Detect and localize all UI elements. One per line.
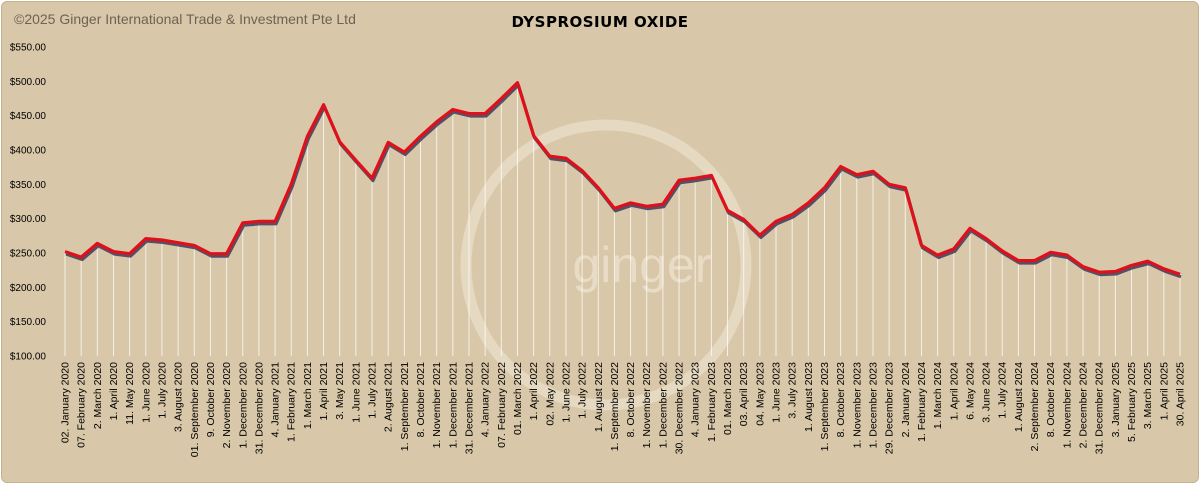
x-tick-label: 1. August 2022 (593, 362, 605, 432)
drop-lines (64, 82, 1181, 356)
watermark-text: ginger (573, 237, 712, 293)
x-tick-label: 1. April 2024 (948, 362, 960, 421)
x-tick-label: 1. November 2021 (431, 362, 443, 449)
x-tick-label: 1. July 2020 (157, 362, 169, 419)
series-line (64, 81, 1181, 276)
x-tick-label: 3. January 2025 (1110, 362, 1122, 437)
x-tick-label: 1. December 2022 (657, 362, 669, 449)
x-tick-label: 30. December 2022 (674, 362, 686, 454)
y-tick-label: $550.00 (10, 43, 47, 54)
y-tick-label: $400.00 (10, 146, 47, 157)
x-tick-label: 07. February 2020 (76, 362, 88, 448)
x-tick-label: 1. November 2024 (1061, 362, 1073, 449)
x-tick-label: 3. August 2020 (173, 362, 185, 432)
x-tick-label: 1. August 2023 (803, 362, 815, 432)
x-tick-label: 01. March 2022 (512, 362, 524, 435)
series-dysprosium-oxide (64, 81, 1182, 279)
x-tick-label: 1. July 2024 (997, 362, 1009, 419)
x-tick-label: 2. January 2024 (900, 362, 912, 437)
x-tick-label: 3. July 2023 (787, 362, 799, 419)
x-tick-label: 1. April 2025 (1158, 362, 1170, 421)
x-tick-label: 1. February 2021 (286, 362, 298, 442)
x-tick-label: 1. April 2020 (108, 362, 120, 421)
x-tick-label: 1. September 2022 (609, 362, 621, 451)
x-tick-label: 1. April 2021 (318, 362, 330, 421)
copyright-text: ©2025 Ginger International Trade & Inves… (14, 11, 356, 27)
x-tick-label: 1. February 2023 (706, 362, 718, 442)
x-tick-label: 31. December 2024 (1094, 362, 1106, 454)
x-tick-label: 1. March 2021 (302, 362, 314, 429)
x-tick-label: 1. December 2023 (868, 362, 880, 449)
x-tick-label: 9. October 2020 (205, 362, 217, 437)
x-tick-label: 1. September 2023 (819, 362, 831, 451)
chart-title: DYSPROSIUM OXIDE (511, 13, 689, 31)
x-tick-label: 1. June 2023 (771, 362, 783, 423)
x-tick-label: 02. May 2022 (544, 362, 556, 426)
x-tick-label: 1. December 2020 (237, 362, 249, 449)
x-tick-label: 30. April 2025 (1175, 362, 1187, 426)
x-tick-label: 2. November 2020 (221, 362, 233, 449)
x-tick-label: 29. December 2023 (884, 362, 896, 454)
x-tick-label: 2. March 2020 (92, 362, 104, 429)
y-tick-label: $150.00 (10, 317, 47, 328)
x-tick-label: 01. September 2020 (189, 362, 201, 457)
x-tick-label: 2. August 2021 (383, 362, 395, 432)
x-tick-label: 8. October 2021 (415, 362, 427, 437)
x-tick-label: 2. December 2024 (1078, 362, 1090, 449)
y-axis: $100.00 $150.00 $200.00 $250.00 $300.00 $350.… (10, 43, 47, 363)
y-tick-label: $500.00 (10, 77, 47, 88)
x-tick-label: 4. January 2022 (480, 362, 492, 437)
x-tick-label: 11. May 2020 (124, 362, 136, 425)
x-tick-label: 1. June 2022 (560, 362, 572, 423)
x-tick-label: 02. January 2020 (60, 362, 72, 443)
x-tick-label: 01. March 2023 (722, 362, 734, 435)
y-tick-label: $300.00 (10, 214, 47, 225)
x-tick-label: 1. September 2021 (399, 362, 411, 451)
x-tick-label: 8. October 2023 (835, 362, 847, 437)
x-tick-label: 3. May 2021 (334, 362, 346, 420)
x-axis: 02. January 2020 07. February 2020 2. Marc… (60, 362, 1187, 457)
x-tick-label: 31. December 2021 (464, 362, 476, 454)
watermark-logo: ginger (460, 119, 752, 411)
x-tick-label: 8. October 2022 (625, 362, 637, 437)
x-tick-label: 1. July 2021 (367, 362, 379, 419)
x-tick-label: 1. June 2020 (140, 362, 152, 423)
x-tick-label: 1. November 2023 (851, 362, 863, 449)
y-tick-label: $450.00 (10, 111, 47, 122)
x-tick-label: 2. September 2024 (1029, 362, 1041, 451)
x-tick-label: 1. November 2022 (641, 362, 653, 449)
x-tick-label: 5. February 2025 (1126, 362, 1138, 442)
y-tick-label: $250.00 (10, 249, 47, 260)
x-tick-label: 3. March 2025 (1142, 362, 1154, 429)
x-tick-label: 1. March 2024 (932, 362, 944, 429)
x-tick-label: 03. April 2023 (738, 362, 750, 426)
x-tick-label: 6. May 2024 (964, 362, 976, 420)
x-tick-label: 1. August 2024 (1013, 362, 1025, 432)
x-tick-label: 04. May 2023 (754, 362, 766, 426)
x-tick-label: 31. December 2020 (253, 362, 265, 454)
x-tick-label: 3. June 2024 (981, 362, 993, 423)
x-tick-label: 1. June 2021 (350, 362, 362, 423)
y-tick-label: $100.00 (10, 352, 47, 363)
x-tick-label: 4. January 2023 (690, 362, 702, 437)
x-tick-label: 1. April 2022 (528, 362, 540, 421)
x-tick-label: 8. October 2024 (1045, 362, 1057, 437)
x-tick-label: 1. December 2021 (447, 362, 459, 449)
y-tick-label: $350.00 (10, 180, 47, 191)
y-tick-label: $200.00 (10, 283, 47, 294)
x-tick-label: 07. February 2022 (496, 362, 508, 448)
x-tick-label: 4. January 2021 (270, 362, 282, 437)
x-tick-label: 1. February 2024 (916, 362, 928, 442)
x-tick-label: 1. July 2022 (577, 362, 589, 419)
